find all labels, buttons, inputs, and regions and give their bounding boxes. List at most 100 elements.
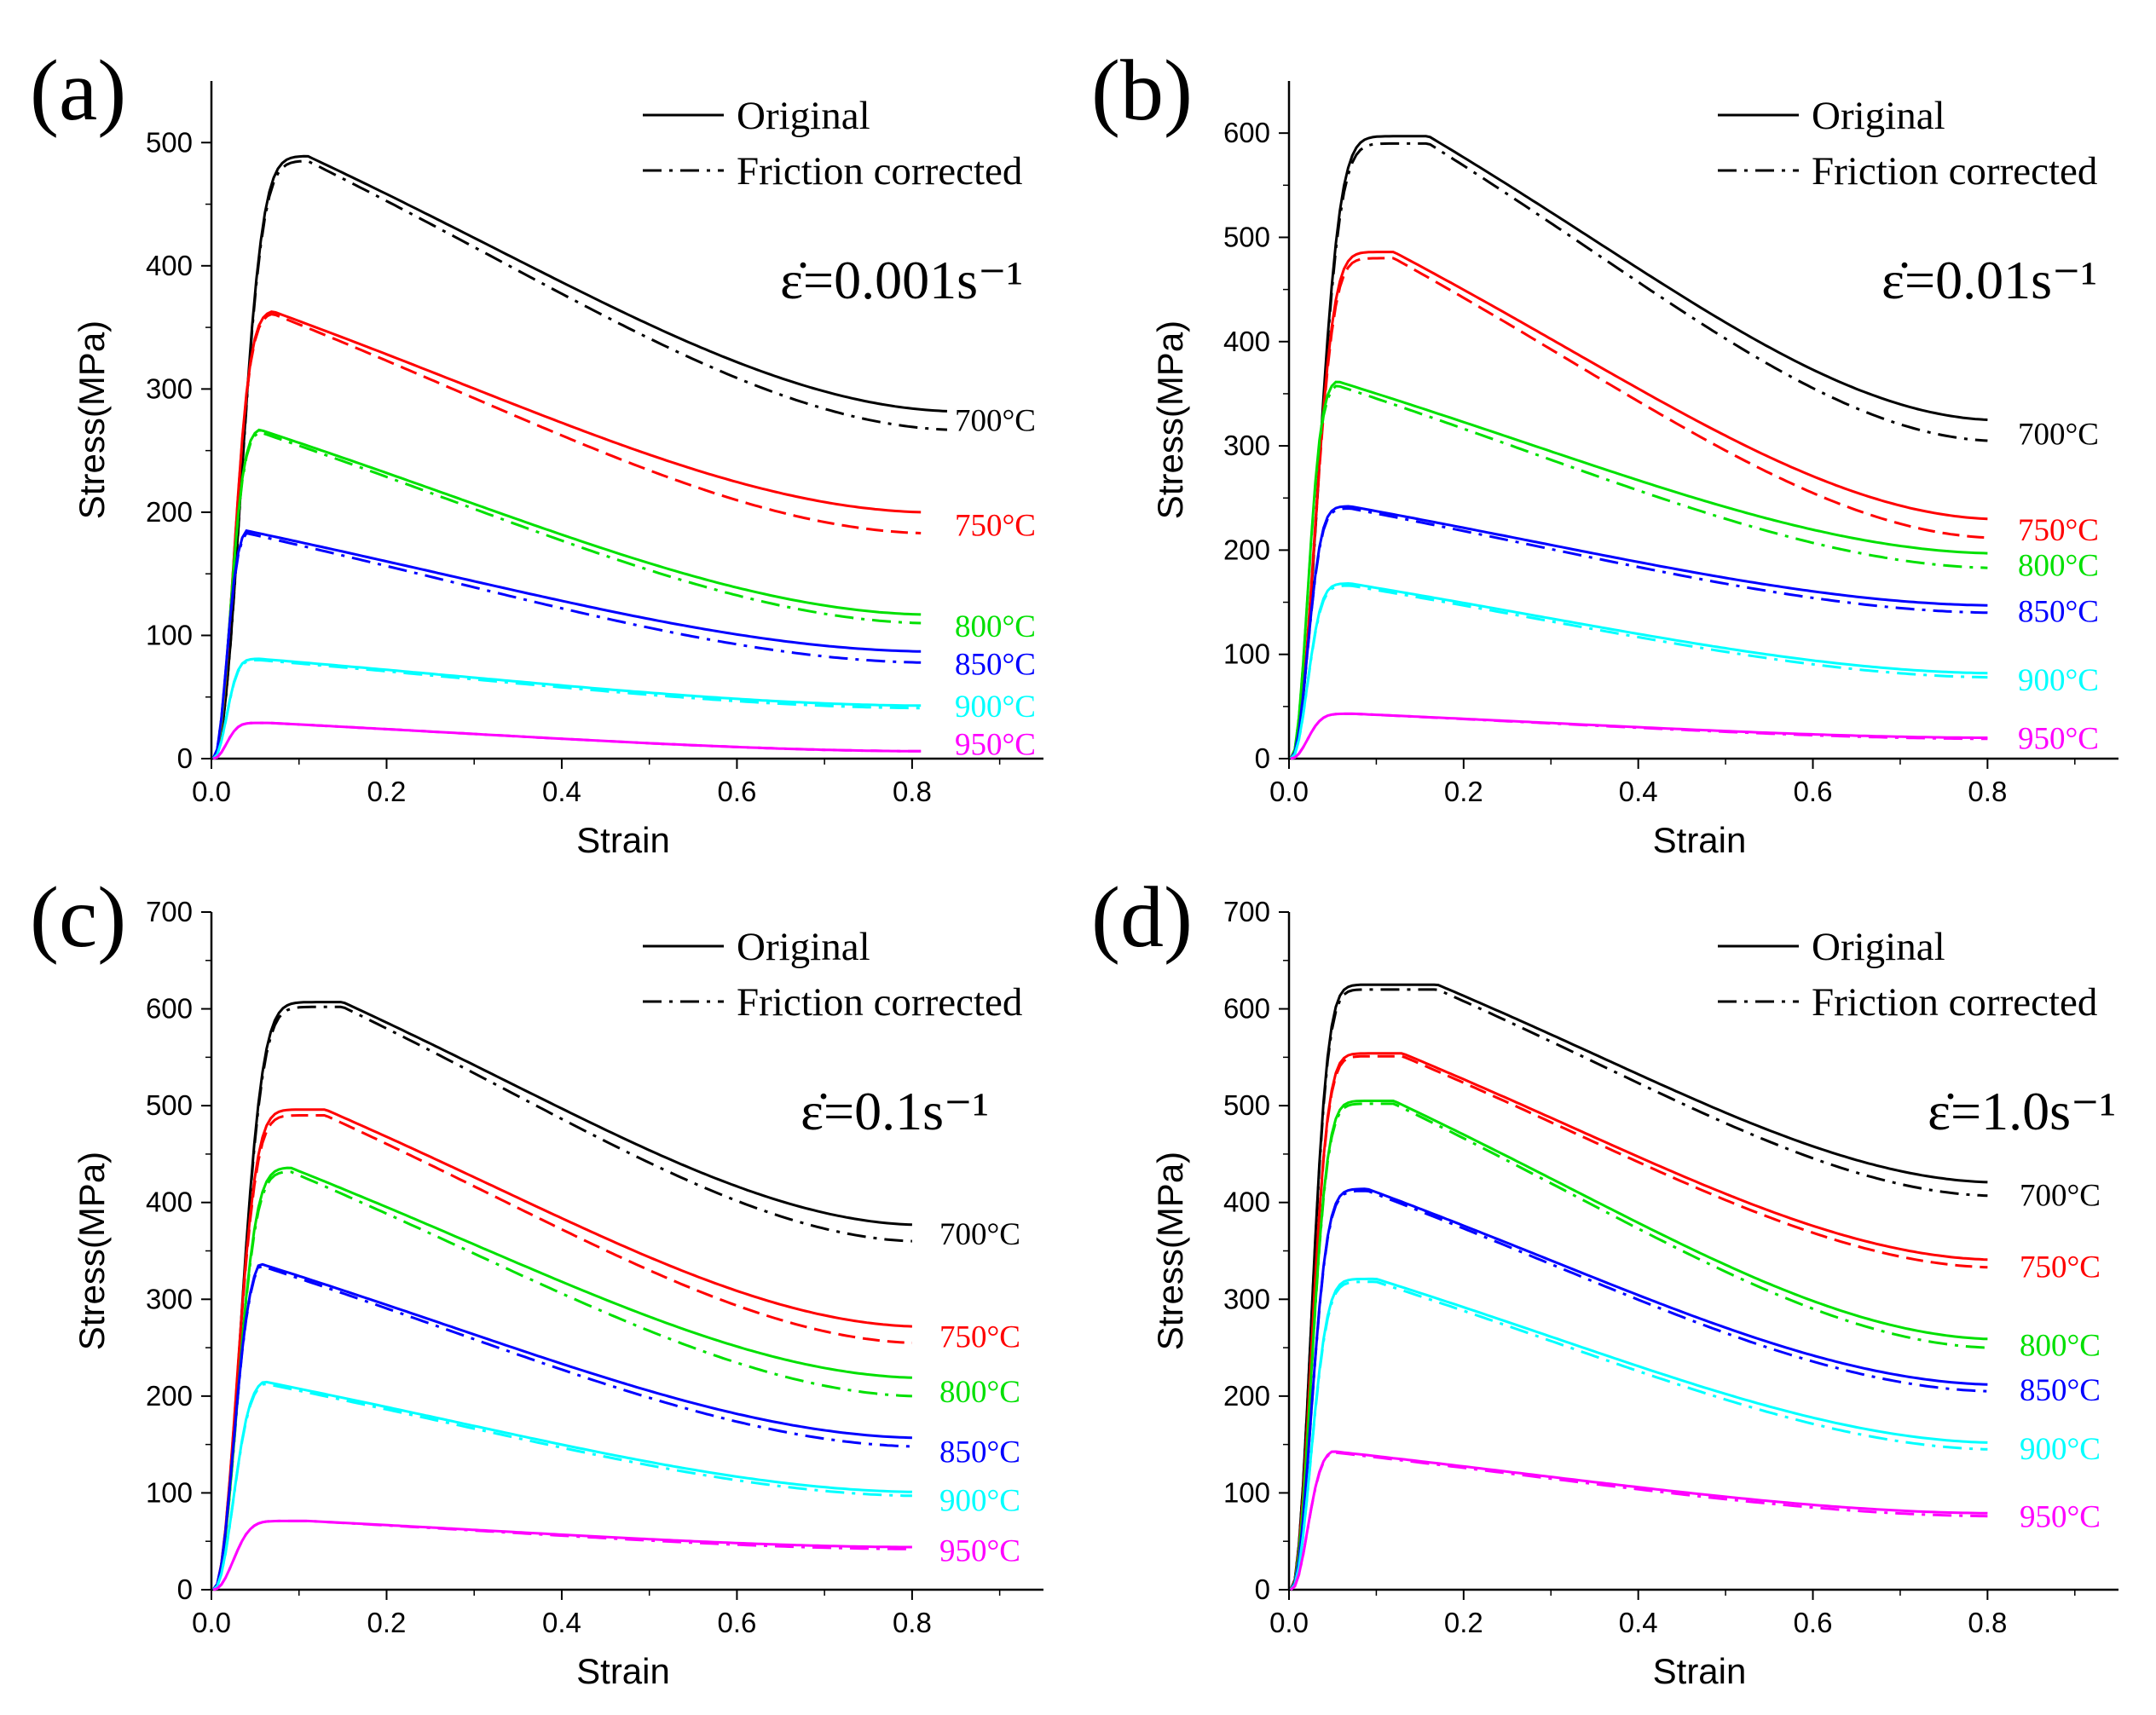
curve-label-950: 950°C — [955, 728, 1036, 763]
y-axis-label: Stress(MPa) — [1150, 320, 1190, 519]
y-tick-label: 200 — [146, 1380, 193, 1412]
series-corrected-800 — [1289, 1102, 1988, 1591]
y-tick-label: 100 — [146, 1476, 193, 1508]
x-tick-label: 0.6 — [1794, 1607, 1833, 1638]
curve-label-750: 750°C — [955, 508, 1036, 543]
y-tick-label: 300 — [146, 372, 193, 404]
series-original-900 — [212, 1380, 912, 1591]
series-corrected-900 — [1289, 1280, 1988, 1591]
series-original-750 — [211, 310, 922, 759]
x-axis-label: Strain — [576, 1651, 670, 1691]
series-original-700 — [1289, 135, 1988, 759]
curve-label-950: 950°C — [2020, 1500, 2101, 1535]
series-corrected-750 — [1289, 1054, 1988, 1591]
y-tick-label: 600 — [1223, 993, 1270, 1025]
y-axis-label: Stress(MPa) — [72, 1152, 112, 1350]
x-tick-label: 0.4 — [1619, 1607, 1658, 1638]
y-tick-label: 100 — [1223, 638, 1270, 670]
y-tick-label: 300 — [146, 1283, 193, 1314]
y-tick-label: 0 — [1255, 742, 1270, 774]
y-tick-label: 300 — [1223, 1283, 1270, 1314]
series-corrected-900 — [1289, 584, 1988, 760]
curve-label-800: 800°C — [955, 609, 1036, 644]
x-tick-label: 0.0 — [1269, 776, 1309, 807]
x-tick-label: 0.8 — [1968, 776, 2007, 807]
panel-letter: (a) — [30, 43, 126, 139]
curve-label-900: 900°C — [955, 690, 1036, 725]
series-original-900 — [1289, 581, 1988, 760]
x-tick-label: 0.4 — [542, 1607, 581, 1638]
strain-rate-label: ε̇=0.001s⁻¹ — [780, 250, 1023, 310]
strain-rate-label: ε̇=1.0s⁻¹ — [1928, 1081, 2116, 1141]
y-axis-label: Stress(MPa) — [1150, 1152, 1190, 1350]
x-tick-label: 0.4 — [542, 776, 581, 807]
series-original-750 — [1289, 1052, 1988, 1591]
series-original-800 — [211, 1166, 912, 1591]
series-corrected-700 — [1289, 141, 1988, 759]
legend-corrected-label: Friction corrected — [737, 149, 1022, 193]
x-tick-label: 0.8 — [1968, 1607, 2007, 1638]
series-corrected-850 — [1289, 1189, 1988, 1591]
x-axis-label: Strain — [1653, 1651, 1747, 1691]
series-original-850 — [211, 1262, 912, 1591]
y-tick-label: 100 — [146, 619, 193, 650]
curve-label-850: 850°C — [2020, 1373, 2101, 1408]
y-axis-label: Stress(MPa) — [72, 320, 112, 519]
curve-label-700: 700°C — [939, 1217, 1020, 1252]
curve-label-800: 800°C — [939, 1375, 1020, 1410]
y-tick-label: 500 — [1223, 221, 1270, 252]
y-tick-label: 400 — [1223, 1187, 1270, 1218]
curve-label-750: 750°C — [939, 1319, 1020, 1354]
y-tick-label: 400 — [146, 1187, 193, 1218]
curve-label-750: 750°C — [2020, 1250, 2101, 1285]
curve-label-700: 700°C — [2020, 1179, 2101, 1214]
x-tick-label: 0.2 — [1444, 776, 1483, 807]
series-corrected-700 — [1289, 988, 1988, 1591]
y-tick-label: 500 — [1223, 1089, 1270, 1121]
legend-original-label: Original — [1812, 94, 1945, 138]
x-tick-label: 0.8 — [893, 1607, 932, 1638]
series-corrected-800 — [211, 430, 922, 759]
series-original-950 — [1290, 1450, 1988, 1591]
series-original-700 — [211, 1001, 912, 1591]
y-tick-label: 600 — [1223, 117, 1270, 148]
series-original-750 — [211, 1108, 912, 1591]
x-tick-label: 0.0 — [1269, 1607, 1309, 1638]
y-tick-label: 200 — [1223, 534, 1270, 565]
series-original-850 — [211, 528, 922, 759]
curve-label-700: 700°C — [2018, 417, 2099, 452]
series-original-850 — [1289, 1187, 1988, 1591]
x-tick-label: 0.8 — [893, 776, 932, 807]
legend-corrected-label: Friction corrected — [1812, 149, 2097, 193]
curve-label-850: 850°C — [939, 1435, 1020, 1470]
series-original-900 — [212, 657, 922, 760]
x-tick-label: 0.0 — [192, 1607, 231, 1638]
series-original-800 — [1289, 380, 1988, 759]
x-tick-label: 0.2 — [367, 776, 407, 807]
legend-original-label: Original — [1812, 925, 1945, 969]
x-tick-label: 0.6 — [1794, 776, 1833, 807]
series-corrected-850 — [211, 1265, 912, 1591]
series-corrected-800 — [211, 1170, 912, 1591]
series-corrected-750 — [1289, 257, 1988, 759]
x-tick-label: 0.2 — [367, 1607, 407, 1638]
series-corrected-850 — [211, 531, 922, 759]
x-tick-label: 0.6 — [717, 1607, 756, 1638]
x-tick-label: 0.0 — [192, 776, 231, 807]
series-corrected-900 — [212, 658, 922, 760]
curve-label-750: 750°C — [2018, 513, 2099, 548]
panel-c: (c) 0 100 200 300 400 500 600 700 0.0 0.2 0.4 0.6 0.8… — [30, 869, 1043, 1691]
curve-label-800: 800°C — [2020, 1329, 2101, 1364]
legend-original-label: Original — [737, 94, 870, 138]
y-tick-label: 0 — [1255, 1574, 1270, 1605]
panel-letter: (b) — [1091, 43, 1193, 139]
y-tick-label: 500 — [146, 1089, 193, 1121]
series-corrected-750 — [211, 313, 922, 759]
panel-a: (a) 0 100 200 300 400 500 0.0 0.2 0.4 0.6 0.8 Strain… — [30, 43, 1043, 860]
legend-corrected-label: Friction corrected — [737, 980, 1022, 1025]
curve-label-700: 700°C — [955, 404, 1036, 439]
curve-label-900: 900°C — [939, 1483, 1020, 1518]
panel-d: (d) 0 100 200 300 400 500 600 700 0.0 0.2 0.4 0.6 0.8… — [1091, 869, 2118, 1691]
y-tick-label: 300 — [1223, 430, 1270, 461]
